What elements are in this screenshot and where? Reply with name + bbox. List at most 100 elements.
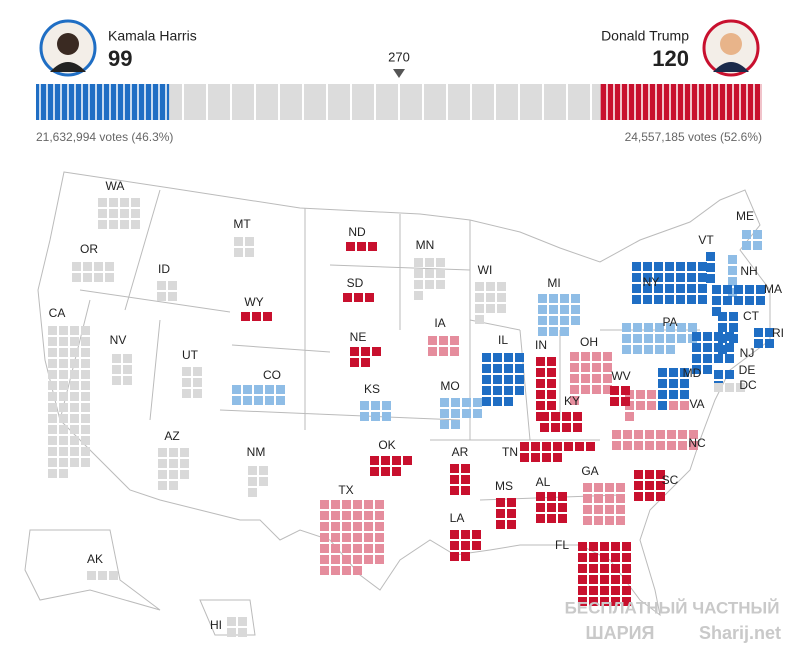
state-label: TN (502, 445, 518, 459)
electoral-square (48, 458, 57, 467)
electoral-square (538, 327, 547, 336)
electoral-square (375, 500, 384, 509)
electoral-square (644, 334, 653, 343)
electoral-square (342, 500, 351, 509)
electoral-square (718, 323, 727, 332)
electoral-square (571, 316, 580, 325)
state (320, 500, 384, 575)
electoral-square (497, 282, 506, 291)
electoral-square (461, 552, 470, 561)
state-label: DE (739, 363, 756, 377)
watermark: Sharij.net (699, 623, 781, 643)
electoral-square (372, 347, 381, 356)
electoral-square (428, 336, 437, 345)
electoral-square (98, 209, 107, 218)
state-label: SC (662, 473, 679, 487)
electoral-square (493, 364, 502, 373)
electoral-square (70, 337, 79, 346)
electoral-square (320, 522, 329, 531)
electoral-square (48, 381, 57, 390)
electoral-square (592, 363, 601, 372)
state (241, 312, 272, 321)
electoral-square (81, 370, 90, 379)
electoral-square (450, 336, 459, 345)
electoral-square (425, 280, 434, 289)
electoral-square (703, 365, 712, 374)
state (742, 230, 762, 250)
electoral-square (745, 285, 754, 294)
state (583, 483, 625, 525)
electoral-square (320, 544, 329, 553)
electoral-square (265, 385, 274, 394)
state-label: IL (498, 333, 508, 347)
electoral-square (504, 375, 513, 384)
electoral-square (520, 453, 529, 462)
electoral-square (712, 307, 721, 316)
electoral-square (676, 284, 685, 293)
electoral-square (234, 237, 243, 246)
electoral-square (623, 430, 632, 439)
electoral-square (634, 492, 643, 501)
electoral-square (507, 509, 516, 518)
electoral-square (570, 363, 579, 372)
electoral-square (72, 262, 81, 271)
electoral-square (680, 401, 689, 410)
electoral-square (120, 209, 129, 218)
electoral-square (547, 503, 556, 512)
electoral-square (248, 466, 257, 475)
electoral-square (578, 553, 587, 562)
electoral-square (158, 470, 167, 479)
electoral-square (123, 376, 132, 385)
electoral-square (109, 571, 118, 580)
electoral-square (688, 323, 697, 332)
state-label: OH (580, 335, 598, 349)
electoral-square (622, 597, 631, 606)
watermark: БЕСПЛАТНЫЙ ЧАСТНЫЙ (565, 598, 780, 617)
electoral-square (120, 220, 129, 229)
electoral-square (375, 533, 384, 542)
electoral-square (645, 481, 654, 490)
electoral-square (507, 520, 516, 529)
electoral-square (645, 470, 654, 479)
electoral-square (486, 293, 495, 302)
electoral-square (558, 492, 567, 501)
electoral-square (360, 401, 369, 410)
electoral-square (350, 358, 359, 367)
electoral-square (578, 564, 587, 573)
electoral-square (353, 500, 362, 509)
electoral-square (754, 328, 763, 337)
electoral-square (728, 255, 737, 264)
electoral-square (542, 453, 551, 462)
electoral-square (687, 262, 696, 271)
electoral-square (276, 396, 285, 405)
state (612, 430, 698, 450)
electoral-square (440, 420, 449, 429)
electoral-square (728, 266, 737, 275)
electoral-square (70, 447, 79, 456)
electoral-square (687, 284, 696, 293)
electoral-square (70, 381, 79, 390)
state-label: IN (535, 338, 547, 352)
electoral-square (560, 327, 569, 336)
electoral-square (589, 542, 598, 551)
state-label: AL (536, 475, 551, 489)
electoral-square (180, 459, 189, 468)
electoral-square (581, 385, 590, 394)
electoral-square (621, 397, 630, 406)
electoral-square (611, 553, 620, 562)
electoral-square (245, 248, 254, 257)
electoral-square (654, 273, 663, 282)
electoral-square (81, 414, 90, 423)
electoral-square (734, 296, 743, 305)
electoral-square (131, 198, 140, 207)
electoral-square (515, 353, 524, 362)
state-label: VT (698, 233, 714, 247)
electoral-square (622, 345, 631, 354)
electoral-square (616, 516, 625, 525)
electoral-square (665, 284, 674, 293)
electoral-square (689, 441, 698, 450)
electoral-square (714, 383, 723, 392)
electoral-square (669, 401, 678, 410)
electoral-square (70, 458, 79, 467)
electoral-square (461, 530, 470, 539)
